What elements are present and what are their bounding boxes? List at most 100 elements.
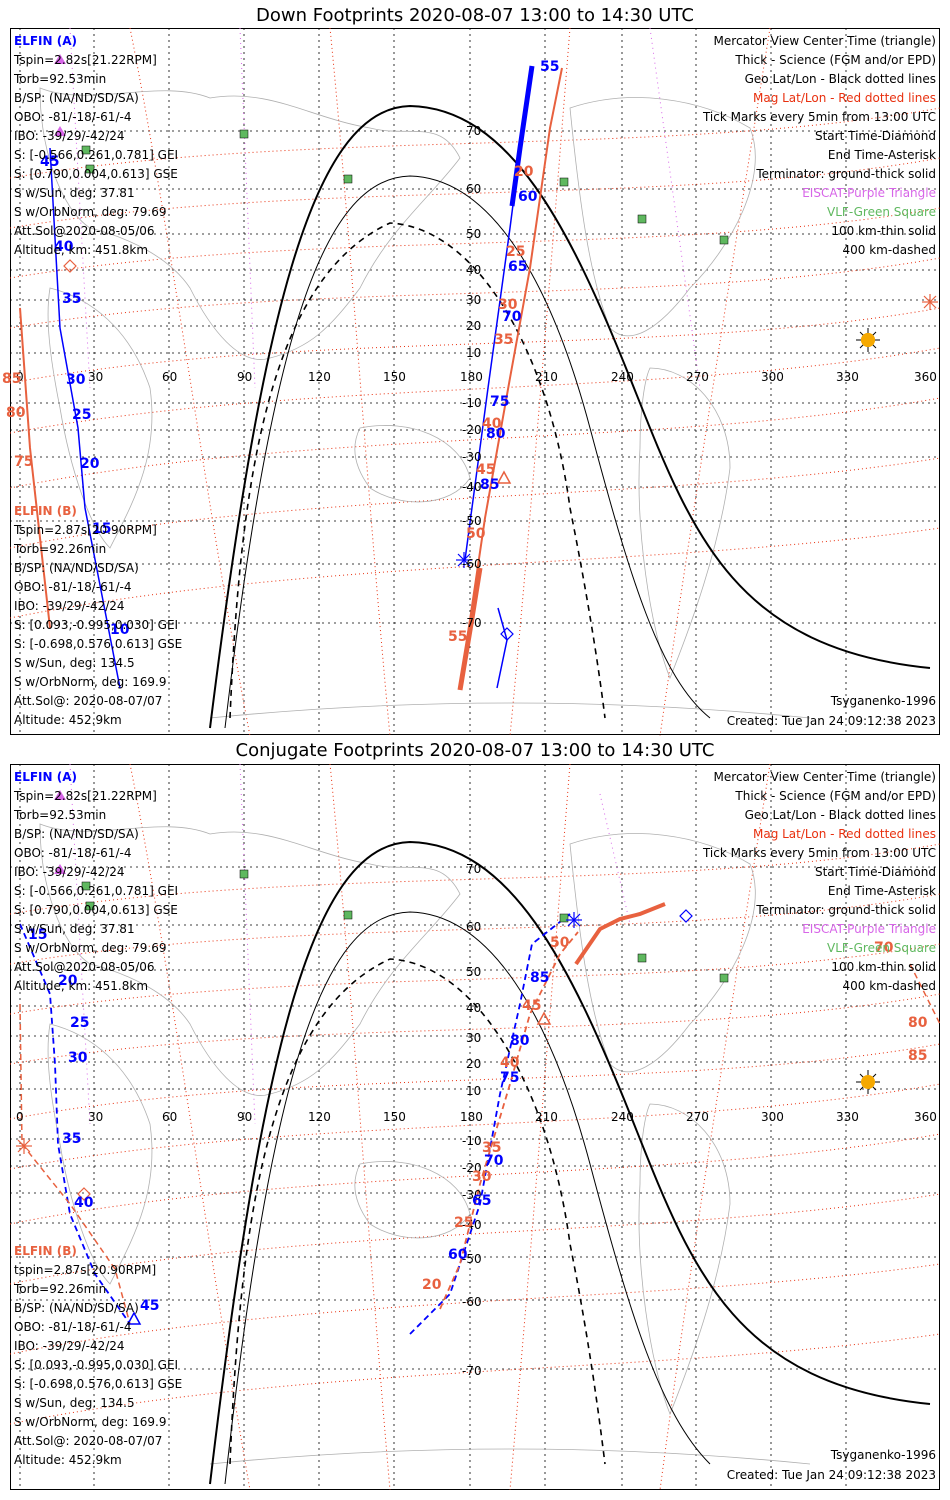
legend-line: Mag Lat/Lon - Red dotted lines	[752, 827, 936, 841]
end-asterisk-icon	[566, 912, 582, 928]
info-line: Tspin=2.82s[21.22RPM]	[14, 789, 157, 803]
elfin-a-tick-label: 60	[448, 1247, 468, 1263]
info-line: S w/OrbNorm, deg: 79.69	[14, 941, 167, 955]
lon-tick: 240	[611, 1110, 634, 1124]
vlf-square-icon	[85, 164, 95, 174]
terminator-ground	[209, 840, 931, 1485]
elfin-b-tick-label: 35	[494, 332, 514, 348]
lat-tick: -10	[462, 1134, 482, 1148]
info-line: Att.Sol@2020-08-05/06	[14, 224, 155, 238]
info-line: OBO: -81/-18/-61/-4	[14, 1320, 132, 1334]
elfin-a-tick-label: 30	[68, 1050, 88, 1066]
legend-line: Start Time-Diamond	[814, 865, 936, 879]
elfin-a-tick-label: 35	[62, 1131, 82, 1147]
elfin-b-tick-label: 25	[506, 244, 526, 260]
elfin-a-tick-label: 45	[40, 154, 60, 170]
lat-tick: -40	[462, 480, 482, 494]
elfin-a-tick-label: 70	[502, 309, 522, 325]
info-line: Altitude: 452.9km	[14, 1453, 122, 1467]
elfin-b-track	[459, 67, 563, 689]
center-time-triangle-icon	[126, 1311, 142, 1325]
elfin-a-science-segment	[509, 65, 535, 207]
elfin-b-tick-label: 75	[14, 454, 34, 470]
legend-line: Tick Marks every 5min from 13:00 UTC	[702, 110, 936, 124]
info-line: Att.Sol@: 2020-08-07/07	[14, 1434, 163, 1448]
sun-icon	[856, 1070, 880, 1094]
elfin-b-tick-label: 40	[482, 416, 502, 432]
elfin-a-tick-label: 25	[70, 1015, 90, 1031]
elfin-b-science-segment	[457, 567, 483, 691]
elfin-a-tick-label: 35	[62, 291, 82, 307]
info-line: OBO: -81/-18/-61/-4	[14, 580, 132, 594]
lon-tick: 330	[836, 1110, 859, 1124]
legend-line: Terminator: ground-thick solid	[756, 167, 936, 181]
legend-line: 100 km-thin solid	[831, 224, 936, 238]
vlf-square-icon	[239, 869, 249, 879]
elfin-b-tick-label: 45	[476, 462, 496, 478]
info-line: S w/Sun, deg: 37.81	[14, 186, 135, 200]
info-line: S w/OrbNorm, deg: 169.9	[14, 675, 167, 689]
vlf-square-icon	[81, 145, 91, 155]
vlf-square-icon	[559, 177, 569, 187]
elfin-a-label: ELFIN (A)	[14, 34, 77, 48]
legend-line: 400 km-dashed	[842, 979, 936, 993]
lon-tick: 120	[308, 370, 331, 384]
lon-tick: 360	[914, 1110, 937, 1124]
lon-tick: 240	[611, 370, 634, 384]
lat-tick: -50	[462, 1252, 482, 1266]
vlf-square-icon	[637, 214, 647, 224]
elfin-a-tick-label: 75	[500, 1070, 520, 1086]
terminator-ground	[209, 104, 931, 729]
info-line: Att.Sol@2020-08-05/06	[14, 960, 155, 974]
legend-line: Mercator View Center Time (triangle)	[713, 770, 936, 784]
elfin-b-tick-label: 30	[472, 1169, 492, 1185]
lat-tick: 70	[466, 124, 482, 138]
legend-line: End Time-Asterisk	[827, 148, 936, 162]
lat-tick: 10	[466, 1084, 482, 1098]
elfin-b-track	[439, 931, 579, 1310]
elfin-a-tick-label: 85	[530, 970, 550, 986]
lon-tick: 300	[761, 1110, 784, 1124]
info-line: Altitude, km: 451.8km	[14, 979, 149, 993]
elfin-b-tick-label: 50	[466, 526, 486, 542]
elfin-b-tick-label: 30	[498, 297, 518, 313]
info-line: S w/Sun, deg: 134.5	[14, 1396, 135, 1410]
info-line: tspin=2.87s[20.90RPM]	[14, 1263, 157, 1277]
info-line: Tspin=2.82s[21.22RPM]	[14, 53, 157, 67]
vlf-square-icon	[81, 881, 91, 891]
lon-tick: 60	[162, 1110, 178, 1124]
info-line: S: [-0.698,0.576,0.613] GSE	[14, 1377, 183, 1391]
info-line: Torb=92.53min	[14, 72, 107, 86]
elfin-a-tick-label: 80	[510, 1033, 530, 1049]
info-line: Torb=92.26min	[14, 1282, 107, 1296]
start-diamond-icon	[679, 909, 693, 923]
elfin-a-tick-label: 55	[540, 59, 560, 75]
lon-tick: 90	[237, 370, 253, 384]
model-name: Tsyganenko-1996	[830, 694, 936, 708]
legend-line: 100 km-thin solid	[831, 960, 936, 974]
start-diamond-icon	[500, 627, 514, 641]
elfin-a-tick-label: 70	[484, 1153, 504, 1169]
legend-line: Thick - Science (FGM and/or EPD)	[735, 789, 936, 803]
lat-tick: -60	[462, 1295, 482, 1309]
lat-tick: 50	[466, 965, 482, 979]
elfin-a-tick-label: 20	[58, 973, 78, 989]
legend: Mercator View Center Time (triangle) Thi…	[703, 768, 936, 996]
eiscat-triangle-icon	[54, 864, 66, 874]
elfin-a-tick-label: 40	[74, 1195, 94, 1211]
lat-tick: -20	[462, 423, 482, 437]
legend-line: EISCAT-Purple Triangle	[802, 922, 936, 936]
elfin-b-label: ELFIN (B)	[14, 1244, 77, 1258]
info-line: B/SP: (NA/ND/SD/SA)	[14, 827, 139, 841]
lat-tick: 20	[466, 319, 482, 333]
terminator-400km	[229, 958, 606, 1465]
lat-tick: -70	[462, 1364, 482, 1378]
info-line: IBO: -39/29/-42/24	[14, 865, 125, 879]
model-name: Tsyganenko-1996	[830, 1448, 936, 1462]
lon-tick: 0	[16, 1110, 24, 1124]
vlf-square-icon	[719, 973, 729, 983]
info-line: Torb=92.26min	[14, 542, 107, 556]
lat-tick: 30	[466, 1031, 482, 1045]
vlf-square-icon	[559, 913, 569, 923]
info-line: Att.Sol@: 2020-08-07/07	[14, 694, 163, 708]
